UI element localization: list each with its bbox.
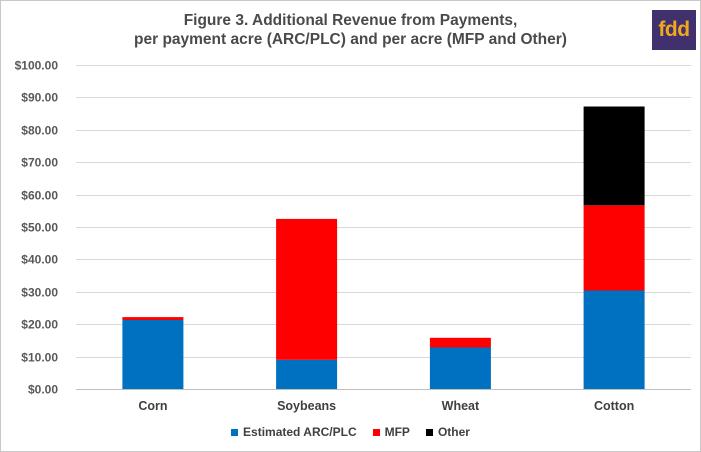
- bar-cotton-other: [583, 106, 645, 206]
- y-tick-label: $100.00: [15, 59, 59, 73]
- legend-item-mfp: MFP: [372, 425, 410, 439]
- bar-wheat-estimated-arc-plc: [429, 347, 491, 389]
- legend: Estimated ARC/PLC MFP Other: [1, 425, 700, 439]
- legend-swatch: [425, 428, 433, 436]
- bar-soybeans-mfp: [276, 218, 338, 360]
- legend-label: Other: [437, 425, 470, 439]
- x-category-label: Wheat: [442, 399, 480, 413]
- y-tick-label: $60.00: [21, 189, 58, 203]
- y-tick-label: $10.00: [21, 351, 58, 365]
- y-tick-label: $80.00: [21, 124, 58, 138]
- chart-title-line-2: per payment acre (ARC/PLC) and per acre …: [134, 31, 567, 48]
- legend-item-estimated-arc-plc: Estimated ARC/PLC: [231, 425, 357, 439]
- legend-item-other: Other: [425, 425, 470, 439]
- legend-swatch: [372, 428, 380, 436]
- x-category-label: Cotton: [594, 399, 634, 413]
- bar-cotton-mfp: [583, 205, 645, 291]
- x-category-label: Corn: [138, 399, 167, 413]
- bar-corn-mfp: [122, 317, 184, 320]
- x-axis-categories: Corn Soybeans Wheat Cotton: [138, 399, 634, 413]
- bars: [122, 106, 645, 389]
- legend-label: MFP: [384, 425, 410, 439]
- y-axis-ticks: $0.00 $10.00 $20.00 $30.00 $40.00 $50.00 $60.0…: [15, 59, 59, 397]
- y-tick-label: $30.00: [21, 286, 58, 300]
- y-tick-label: $0.00: [28, 383, 58, 397]
- bar-soybeans-estimated-arc-plc: [276, 359, 338, 389]
- chart-title: Figure 3. Additional Revenue from Paymen…: [1, 11, 700, 49]
- y-tick-label: $20.00: [21, 318, 58, 332]
- bar-corn-estimated-arc-plc: [122, 320, 184, 389]
- legend-swatch: [231, 428, 239, 436]
- y-tick-label: $50.00: [21, 221, 58, 235]
- legend-label: Estimated ARC/PLC: [243, 425, 357, 439]
- bar-cotton-estimated-arc-plc: [583, 290, 645, 389]
- y-tick-label: $70.00: [21, 156, 58, 170]
- chart-title-line-1: Figure 3. Additional Revenue from Paymen…: [183, 12, 518, 29]
- y-tick-label: $90.00: [21, 91, 58, 105]
- fdd-logo: fdd: [652, 10, 696, 50]
- y-tick-label: $40.00: [21, 253, 58, 267]
- bar-wheat-mfp: [429, 337, 491, 348]
- x-category-label: Soybeans: [277, 399, 336, 413]
